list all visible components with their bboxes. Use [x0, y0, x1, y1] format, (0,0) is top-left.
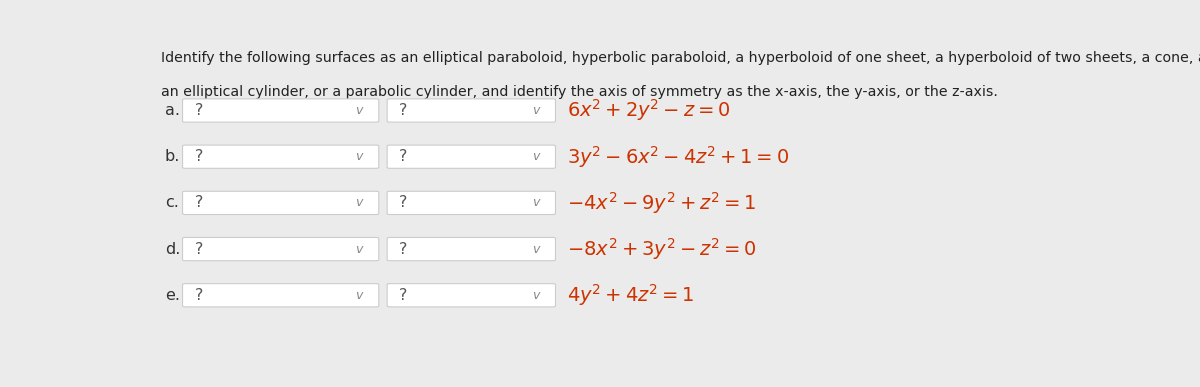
Text: an elliptical cylinder, or a parabolic cylinder, and identify the axis of symmet: an elliptical cylinder, or a parabolic c…: [161, 85, 998, 99]
Text: v: v: [533, 196, 540, 209]
Text: v: v: [355, 150, 362, 163]
Text: ?: ?: [400, 149, 408, 164]
Text: a.: a.: [164, 103, 180, 118]
FancyBboxPatch shape: [388, 238, 556, 261]
FancyBboxPatch shape: [182, 284, 379, 307]
FancyBboxPatch shape: [388, 99, 556, 122]
Text: Identify the following surfaces as an elliptical paraboloid, hyperbolic parabolo: Identify the following surfaces as an el…: [161, 51, 1200, 65]
FancyBboxPatch shape: [388, 145, 556, 168]
Text: e.: e.: [164, 288, 180, 303]
Text: b.: b.: [164, 149, 180, 164]
FancyBboxPatch shape: [182, 99, 379, 122]
Text: ?: ?: [400, 195, 408, 211]
Text: v: v: [355, 104, 362, 117]
FancyBboxPatch shape: [388, 191, 556, 214]
Text: ?: ?: [400, 103, 408, 118]
Text: $-8x^2 + 3y^2 - z^2 = 0$: $-8x^2 + 3y^2 - z^2 = 0$: [566, 236, 756, 262]
FancyBboxPatch shape: [182, 145, 379, 168]
Text: v: v: [533, 150, 540, 163]
Text: ?: ?: [400, 288, 408, 303]
Text: ?: ?: [194, 241, 203, 257]
Text: d.: d.: [164, 241, 180, 257]
Text: v: v: [533, 289, 540, 302]
Text: $-4x^2 - 9y^2 + z^2 = 1$: $-4x^2 - 9y^2 + z^2 = 1$: [566, 190, 756, 216]
Text: $3y^2 - 6x^2 - 4z^2 + 1 = 0$: $3y^2 - 6x^2 - 4z^2 + 1 = 0$: [566, 144, 788, 170]
Text: v: v: [533, 243, 540, 255]
Text: v: v: [355, 289, 362, 302]
FancyBboxPatch shape: [182, 238, 379, 261]
FancyBboxPatch shape: [182, 191, 379, 214]
Text: c.: c.: [164, 195, 179, 211]
Text: ?: ?: [194, 103, 203, 118]
FancyBboxPatch shape: [388, 284, 556, 307]
Text: ?: ?: [194, 195, 203, 211]
Text: ?: ?: [194, 149, 203, 164]
Text: ?: ?: [400, 241, 408, 257]
Text: ?: ?: [194, 288, 203, 303]
Text: v: v: [355, 243, 362, 255]
Text: v: v: [533, 104, 540, 117]
Text: v: v: [355, 196, 362, 209]
Text: $6x^2 + 2y^2 - z = 0$: $6x^2 + 2y^2 - z = 0$: [566, 98, 730, 123]
Text: $4y^2 + 4z^2 = 1$: $4y^2 + 4z^2 = 1$: [566, 282, 694, 308]
